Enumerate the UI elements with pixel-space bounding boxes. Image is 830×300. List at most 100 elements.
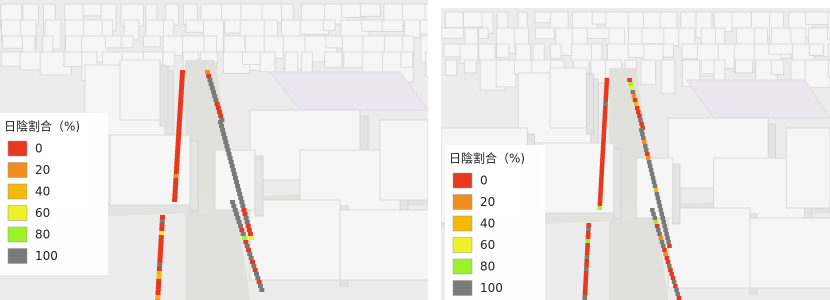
shade-cell bbox=[174, 166, 179, 170]
shade-cell bbox=[656, 196, 661, 200]
shade-cell bbox=[206, 74, 211, 78]
shade-cell bbox=[176, 134, 181, 138]
shade-cell bbox=[597, 206, 602, 210]
shade-cell bbox=[599, 178, 604, 182]
building bbox=[732, 12, 751, 28]
shade-cell bbox=[209, 82, 214, 86]
shade-cell bbox=[175, 150, 180, 154]
shade-cell bbox=[652, 216, 657, 220]
building-side bbox=[430, 216, 438, 286]
shade-cell bbox=[249, 256, 254, 260]
shade-cell bbox=[172, 198, 177, 202]
shade-cell bbox=[630, 86, 635, 90]
building bbox=[441, 28, 463, 38]
building bbox=[497, 44, 509, 58]
shade-cell bbox=[230, 200, 235, 204]
shade-cell bbox=[231, 204, 236, 208]
building bbox=[121, 36, 133, 48]
shade-cell bbox=[177, 118, 182, 122]
shade-cell bbox=[159, 239, 164, 243]
shade-cell bbox=[257, 280, 262, 284]
shade-cell bbox=[599, 174, 604, 178]
shade-cell bbox=[659, 236, 664, 240]
building bbox=[323, 20, 335, 31]
building-side bbox=[428, 126, 436, 206]
building bbox=[362, 20, 383, 31]
shade-cell bbox=[242, 236, 247, 240]
shade-cell bbox=[648, 164, 653, 168]
building bbox=[535, 28, 554, 39]
building bbox=[420, 20, 433, 34]
building bbox=[382, 20, 403, 32]
building bbox=[120, 60, 160, 120]
shade-cell bbox=[585, 255, 590, 259]
building bbox=[20, 52, 42, 70]
shade-cell bbox=[600, 166, 605, 170]
building bbox=[750, 218, 830, 288]
shade-cell bbox=[254, 272, 259, 276]
building bbox=[535, 12, 550, 23]
legend-label: 100 bbox=[480, 281, 503, 295]
legend-label: 80 bbox=[35, 228, 50, 242]
shade-cell bbox=[583, 295, 588, 299]
legend-label: 0 bbox=[35, 142, 43, 156]
shade-cell bbox=[251, 264, 256, 268]
shade-cell bbox=[247, 252, 252, 256]
shade-cell bbox=[585, 251, 590, 255]
shade-cell bbox=[176, 138, 181, 142]
map-view: 日陰割合（%)020406080100 日陰割合（%)020406080100 bbox=[0, 0, 830, 300]
shade-cell bbox=[219, 124, 224, 128]
shade-cell bbox=[238, 224, 243, 228]
legend-label: 60 bbox=[35, 206, 50, 220]
shade-cell bbox=[225, 148, 230, 152]
shade-cell bbox=[216, 106, 221, 110]
shade-cell bbox=[600, 154, 605, 158]
building bbox=[401, 52, 413, 67]
shade-cell bbox=[241, 208, 246, 212]
building bbox=[340, 210, 430, 280]
shade-cell bbox=[652, 180, 657, 184]
shade-cell bbox=[661, 244, 666, 248]
shade-cell bbox=[603, 98, 608, 102]
shade-cell bbox=[655, 224, 660, 228]
shade-cell bbox=[221, 132, 226, 136]
shade-cell bbox=[231, 168, 236, 172]
legend-label: 80 bbox=[480, 260, 495, 274]
building bbox=[587, 28, 610, 38]
shade-cell bbox=[177, 122, 182, 126]
shade-cell bbox=[235, 184, 240, 188]
shade-cell bbox=[601, 150, 606, 154]
legend-swatch bbox=[8, 141, 27, 156]
building bbox=[550, 68, 586, 128]
shade-cell bbox=[180, 70, 185, 74]
building bbox=[65, 4, 84, 21]
legend-swatch bbox=[453, 238, 472, 253]
shade-cell bbox=[605, 78, 610, 82]
shade-cell bbox=[675, 292, 680, 296]
shade-cell bbox=[237, 192, 242, 196]
shade-cell bbox=[603, 102, 608, 106]
shade-cell bbox=[157, 263, 162, 267]
shade-cell bbox=[585, 247, 590, 251]
shade-cell bbox=[674, 288, 679, 292]
shade-cell bbox=[601, 134, 606, 138]
shade-cell bbox=[157, 259, 162, 263]
shade-cell bbox=[598, 202, 603, 206]
building bbox=[163, 52, 175, 66]
shade-cell bbox=[646, 156, 651, 160]
shade-cell bbox=[179, 90, 184, 94]
shade-cell bbox=[177, 126, 182, 130]
shade-cell bbox=[632, 94, 637, 98]
shade-cell bbox=[584, 267, 589, 271]
shade-cell bbox=[156, 283, 161, 287]
page: 日陰割合（%)020406080100 日陰割合（%)020406080100 … bbox=[0, 0, 830, 300]
shade-cell bbox=[598, 198, 603, 202]
shade-cell bbox=[224, 144, 229, 148]
shade-cell bbox=[586, 223, 591, 227]
shade-cell bbox=[174, 162, 179, 166]
shade-cell bbox=[249, 236, 254, 240]
legend-swatch bbox=[453, 173, 472, 188]
shade-cell bbox=[642, 140, 647, 144]
building-side bbox=[160, 66, 168, 126]
shade-cell bbox=[213, 98, 218, 102]
